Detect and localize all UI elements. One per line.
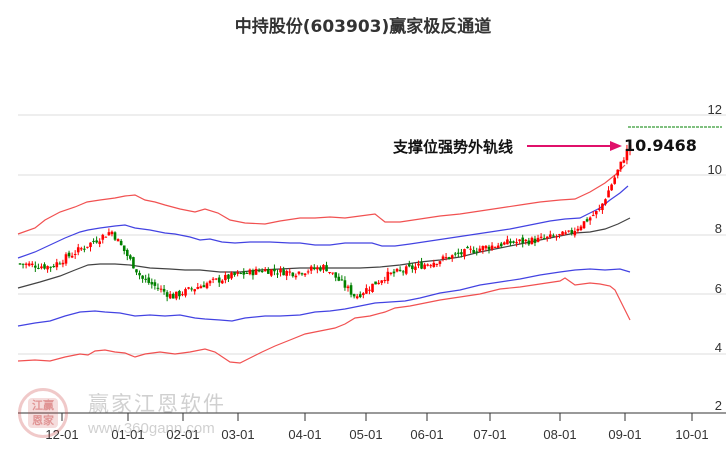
- logo-char: 赢: [43, 399, 54, 412]
- x-tick-label: 05-01: [349, 427, 383, 442]
- chart-title: 中持股份(603903)赢家极反通道: [234, 17, 492, 37]
- x-axis-ticks: [61, 413, 693, 421]
- y-tick-12: 12: [707, 102, 722, 117]
- watermark-logo-icon: 江 赢 恩 家: [18, 388, 68, 438]
- x-tick-label: 01-01: [111, 427, 145, 442]
- x-tick-label: 02-01: [166, 427, 200, 442]
- annotation-arrow: [527, 141, 622, 151]
- logo-char: 家: [43, 414, 54, 427]
- x-tick-label: 03-01: [221, 427, 255, 442]
- watermark-name: 赢家江恩软件: [88, 392, 226, 416]
- gridlines: [18, 114, 726, 355]
- logo-char: 江: [32, 399, 43, 412]
- x-tick-label: 10-01: [675, 427, 709, 442]
- annotation-value: 10.9468: [624, 136, 697, 155]
- x-tick-label: 06-01: [410, 427, 444, 442]
- watermark-url: www.360gann.com: [88, 420, 215, 437]
- candlesticks: [18, 144, 632, 302]
- y-tick-2: 2: [714, 398, 722, 413]
- y-tick-8: 8: [714, 221, 722, 236]
- annotation-label: 支撑位强势外轨线: [393, 138, 514, 156]
- x-tick-label: 09-01: [608, 427, 642, 442]
- mid-line: [17, 217, 631, 289]
- inner-lower-band: [17, 268, 631, 327]
- y-tick-10: 10: [707, 162, 722, 177]
- x-tick-label: 08-01: [543, 427, 577, 442]
- y-tick-6: 6: [714, 281, 722, 296]
- x-tick-label: 04-01: [288, 427, 322, 442]
- outer-lower-band: [17, 277, 631, 364]
- inner-upper-band: [17, 185, 629, 259]
- x-tick-label: 07-01: [473, 427, 507, 442]
- outer-upper-band: [17, 164, 626, 235]
- logo-char: 恩: [32, 414, 43, 427]
- y-tick-4: 4: [714, 340, 722, 355]
